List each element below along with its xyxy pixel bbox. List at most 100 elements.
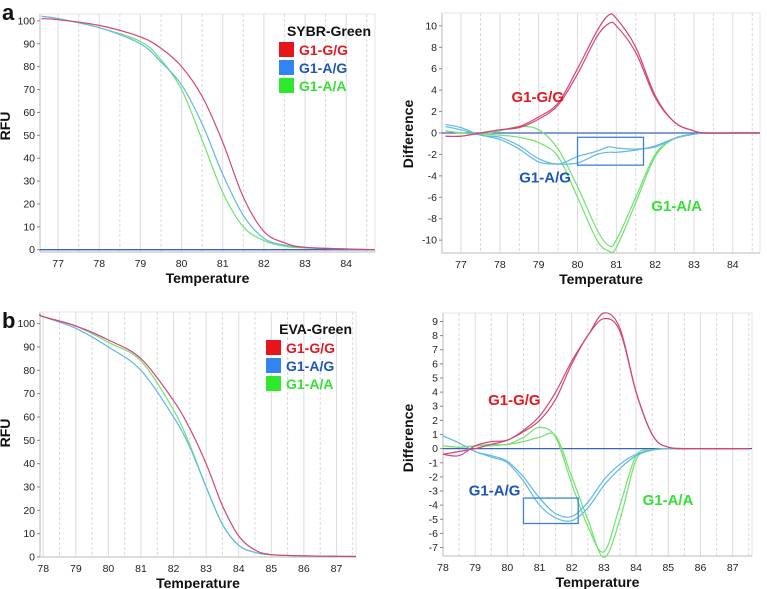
y-tick-label: 4	[432, 387, 438, 399]
x-tick-label: 81	[534, 562, 546, 574]
y-tick-label: 9	[432, 316, 438, 328]
x-tick-label: 79	[70, 563, 82, 575]
y-tick-label: 0	[29, 552, 35, 564]
y-tick-label: 7	[432, 344, 438, 356]
y-tick-label: -1	[429, 457, 438, 469]
y-tick-label: -2	[428, 149, 437, 161]
y-tick-label: 80	[23, 61, 35, 73]
plot-area	[442, 312, 753, 557]
x-axis-label: Temperature	[556, 574, 640, 589]
y-tick-label: -7	[429, 542, 438, 554]
x-tick-label: 84	[727, 259, 739, 271]
legend-swatch-gg	[266, 340, 281, 355]
y-tick-label: 70	[23, 388, 35, 400]
y-tick-label: -8	[428, 213, 437, 225]
y-tick-label: 90	[23, 38, 35, 50]
legend-label-aa: G1-A/A	[299, 78, 346, 94]
y-tick-label: 40	[23, 153, 35, 165]
x-tick-label: 81	[217, 258, 229, 270]
legend-swatch-aa	[266, 376, 281, 391]
x-tick-label: 81	[135, 563, 147, 575]
x-tick-label: 84	[630, 562, 642, 574]
y-tick-label: 30	[23, 176, 35, 188]
x-tick-label: 80	[572, 259, 584, 271]
y-tick-label: 2	[432, 415, 438, 427]
x-tick-label: 87	[727, 562, 739, 574]
annotation-aa: G1-A/A	[643, 492, 694, 509]
y-tick-label: 60	[23, 412, 35, 424]
y-tick-label: -6	[428, 192, 437, 204]
y-tick-label: 60	[23, 107, 35, 119]
x-tick-label: 82	[168, 563, 180, 575]
y-tick-label: 30	[23, 482, 35, 494]
legend-swatch-ag	[279, 60, 294, 75]
x-tick-label: 85	[662, 562, 674, 574]
chart-panel-4: 78 79 80 81 82 83 84 85 86 87-7-6-5-4-3-2-1012345…	[400, 312, 753, 589]
x-tick-label: 86	[298, 563, 310, 575]
legend-label-gg: G1-G/G	[299, 42, 348, 58]
legend-title: SYBR-Green	[287, 23, 371, 39]
x-tick-label: 78	[494, 259, 506, 271]
x-tick-label: 78	[437, 562, 449, 574]
series-line-gg	[445, 21, 760, 138]
y-tick-label: 0	[432, 443, 438, 455]
x-tick-label: 83	[598, 562, 610, 574]
legend-label-ag: G1-A/G	[299, 60, 347, 76]
annotation-aa: G1-A/A	[651, 198, 702, 215]
x-tick-label: 81	[610, 259, 622, 271]
x-tick-label: 86	[695, 562, 707, 574]
legend-swatch-aa	[279, 78, 294, 93]
highlight-box	[576, 136, 645, 166]
annotation-ag: G1-A/G	[469, 482, 521, 499]
y-tick-label: 10	[425, 20, 437, 32]
y-tick-label: -5	[429, 514, 438, 526]
series-line-gg	[442, 317, 749, 455]
x-tick-label: 78	[37, 563, 49, 575]
chart-panel-3: 78 79 80 81 82 83 84 85 86 87 0 10 20 30 40 50 60 70 80 90 1…	[0, 308, 357, 589]
series-line-aa	[445, 125, 760, 248]
y-tick-label: -4	[429, 500, 438, 512]
y-tick-label: 40	[23, 458, 35, 470]
legend-title: EVA-Green	[279, 321, 352, 337]
x-tick-label: 80	[502, 562, 514, 574]
series-line-ag	[442, 435, 749, 522]
panel-letter: a	[2, 0, 15, 25]
y-tick-label: 100	[17, 318, 35, 330]
legend-label-ag: G1-A/G	[286, 358, 334, 374]
x-tick-label: 83	[688, 259, 700, 271]
y-tick-label: 90	[23, 342, 35, 354]
x-tick-label: 87	[331, 563, 343, 575]
highlight-box	[522, 497, 579, 525]
x-tick-label: 79	[469, 562, 481, 574]
y-tick-label: 4	[431, 85, 437, 97]
y-tick-label: 1	[432, 429, 438, 441]
x-tick-label: 77	[52, 258, 64, 270]
x-tick-label: 80	[103, 563, 115, 575]
x-tick-label: 80	[176, 258, 188, 270]
series-line-gg	[445, 13, 760, 138]
chart-panel-2: 77 78 79 80 81 82 83 84 -10 -8 -6 -4 -2 0 2 4 6 8 10 Temper…	[400, 12, 761, 287]
y-axis-label: RFU	[0, 112, 13, 141]
x-tick-label: 84	[340, 258, 352, 270]
series-line-gg	[41, 18, 376, 251]
x-axis-label: Temperature	[166, 270, 250, 286]
chart-panel-1: 77 78 79 80 81 82 83 84 0 10 20 30 40 50 60 70 80 90 100 Te…	[0, 0, 376, 286]
x-tick-label: 77	[455, 259, 467, 271]
y-tick-label: 2	[431, 106, 437, 118]
x-tick-label: 79	[135, 258, 147, 270]
x-tick-label: 85	[265, 563, 277, 575]
y-axis-label: Difference	[400, 404, 416, 473]
y-tick-label: 0	[29, 244, 35, 256]
x-tick-label: 79	[533, 259, 545, 271]
legend-label-gg: G1-G/G	[286, 340, 335, 356]
x-axis-label: Temperature	[559, 271, 643, 287]
x-tick-label: 84	[233, 563, 245, 575]
x-tick-label: 83	[200, 563, 212, 575]
x-tick-label: 82	[566, 562, 578, 574]
y-tick-label: 6	[431, 63, 437, 75]
annotation-gg: G1-G/G	[488, 392, 541, 409]
y-tick-label: -10	[422, 235, 437, 247]
y-tick-label: -4	[428, 170, 437, 182]
x-tick-label: 78	[93, 258, 105, 270]
